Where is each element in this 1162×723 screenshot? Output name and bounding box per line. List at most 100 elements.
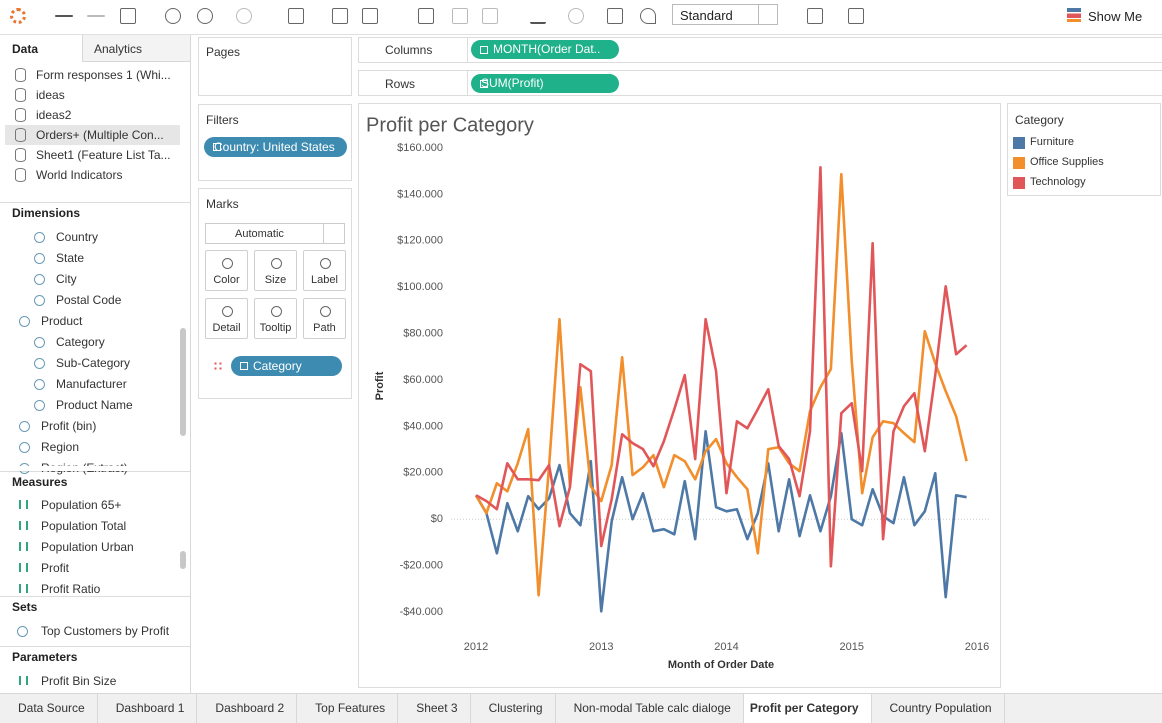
set[interactable]: Top Customers by Profit	[41, 624, 170, 638]
marks-label: Marks	[206, 197, 239, 211]
clear-sheet[interactable]	[362, 8, 378, 24]
fit-value: Standard	[680, 8, 733, 23]
data-source[interactable]: ideas2	[36, 108, 72, 122]
mark-button[interactable]: Path	[303, 298, 346, 339]
measure[interactable]: Profit Ratio	[41, 582, 101, 596]
dimension[interactable]: Profit (bin)	[41, 419, 97, 433]
legend-label[interactable]: Furniture	[1030, 136, 1075, 148]
mark-button-label: Detail	[212, 322, 241, 334]
rows-pill[interactable]: SUM(Profit)	[471, 74, 619, 93]
chart-title: Profit per Category	[366, 114, 534, 136]
sheet-tab[interactable]: Profit per Category	[743, 694, 872, 723]
pages-shelf[interactable]: Pages	[198, 37, 352, 96]
divider	[0, 202, 190, 203]
mark-button[interactable]: Color	[205, 250, 248, 291]
dimension[interactable]: Category	[56, 335, 105, 349]
columns-pill[interactable]: MONTH(Order Dat..	[471, 40, 619, 59]
sort-desc[interactable]	[482, 8, 498, 24]
dimension-icon	[34, 400, 45, 411]
sheet-tab[interactable]: Sheet 3	[398, 694, 471, 723]
save[interactable]	[120, 8, 136, 24]
cards[interactable]	[807, 8, 823, 24]
category-pill[interactable]: Category	[231, 356, 342, 376]
x-axis-title: Month of Order Date	[668, 659, 774, 671]
parameter[interactable]: Profit Bin Size	[41, 674, 117, 688]
presentation[interactable]	[848, 8, 864, 24]
data-tab[interactable]: Data	[0, 35, 82, 63]
scrollbar[interactable]	[180, 551, 186, 569]
scrollbar[interactable]	[180, 328, 186, 436]
marks-card: Marks Automatic Color Size Label Detail Tool…	[198, 188, 352, 399]
group[interactable]	[568, 8, 584, 24]
highlight[interactable]	[530, 8, 546, 24]
dimension[interactable]: Region	[41, 440, 80, 454]
source-icon	[15, 68, 26, 82]
dimension-icon	[19, 421, 30, 432]
new-sheet[interactable]	[288, 8, 304, 24]
dimension[interactable]: Product Name	[56, 398, 133, 412]
measure[interactable]: Population 65+	[41, 498, 122, 512]
dimension[interactable]: Country	[56, 230, 99, 244]
sheet-tab[interactable]: Clustering	[471, 694, 556, 723]
mark-button-label: Path	[313, 322, 336, 334]
dimension[interactable]: Product	[41, 314, 83, 328]
filters-label: Filters	[206, 113, 239, 127]
mark-button[interactable]: Detail	[205, 298, 248, 339]
dimension[interactable]: State	[56, 251, 85, 265]
logo[interactable]	[10, 8, 26, 24]
data-source[interactable]: ideas	[36, 88, 65, 102]
measure-icon	[19, 542, 28, 551]
sheet-tab[interactable]: Top Features	[297, 694, 399, 723]
new-data-source[interactable]	[165, 8, 181, 24]
refresh[interactable]	[236, 8, 252, 24]
mark-button[interactable]: Tooltip	[254, 298, 297, 339]
mark-button[interactable]: Size	[254, 250, 297, 291]
sheet-tab[interactable]: Dashboard 2	[197, 694, 298, 723]
dimension[interactable]: Manufacturer	[56, 377, 127, 391]
y-tick-label: $120.000	[397, 235, 443, 247]
fit-dropdown[interactable]: Standard	[672, 4, 778, 25]
redo[interactable]	[87, 15, 105, 17]
measure[interactable]: Population Urban	[41, 540, 134, 554]
measure-icon	[19, 584, 28, 593]
sheet-tab[interactable]: Dashboard 1	[98, 694, 198, 723]
mark-type-dropdown[interactable]: Automatic	[205, 223, 345, 244]
view: Profit per Category Profit Month of Orde…	[358, 103, 1001, 688]
sheet-tab[interactable]: Data Source	[0, 694, 98, 723]
dimension[interactable]: City	[56, 272, 77, 286]
measure[interactable]: Profit	[41, 561, 70, 575]
measure[interactable]: Population Total	[41, 519, 127, 533]
swap[interactable]	[418, 8, 434, 24]
mark-button-icon	[222, 258, 233, 269]
data-source-options[interactable]	[197, 8, 213, 24]
show-me-icon[interactable]	[1067, 8, 1081, 22]
data-source[interactable]: Orders+ (Multiple Con...	[36, 128, 164, 142]
legend-label[interactable]: Office Supplies	[1030, 156, 1104, 168]
mark-button-label: Label	[311, 274, 338, 286]
pin[interactable]	[640, 8, 656, 24]
duplicate-sheet[interactable]	[332, 8, 348, 24]
filters-shelf[interactable]: Filters Country: United States	[198, 104, 352, 181]
analytics-tab[interactable]: Analytics	[82, 35, 190, 62]
data-source[interactable]: Sheet1 (Feature List Ta...	[36, 148, 171, 162]
sort-asc[interactable]	[452, 8, 468, 24]
rows-shelf[interactable]: Rows SUM(Profit)	[358, 70, 1162, 96]
sheet-tab[interactable]: Non-modal Table calc dialoge	[556, 694, 744, 723]
columns-pill-text: MONTH(Order Dat..	[493, 42, 601, 56]
mark-type: Automatic	[235, 228, 284, 240]
sheet-tab[interactable]: Country Population	[872, 694, 1005, 723]
dimension[interactable]: Sub-Category	[56, 356, 131, 370]
data-source[interactable]: World Indicators	[36, 168, 123, 182]
undo[interactable]	[55, 15, 73, 17]
data-source[interactable]: Form responses 1 (Whi...	[36, 68, 171, 82]
dimension[interactable]: Postal Code	[56, 293, 122, 307]
labels[interactable]	[607, 8, 623, 24]
selected-row	[5, 125, 180, 145]
legend-swatch	[1013, 157, 1025, 169]
mark-button[interactable]: Label	[303, 250, 346, 291]
columns-shelf[interactable]: Columns MONTH(Order Dat..	[358, 37, 1162, 63]
legend-label[interactable]: Technology	[1030, 176, 1086, 188]
filter-pill[interactable]: Country: United States	[204, 137, 347, 157]
color-icon	[213, 361, 223, 371]
show-me[interactable]: Show Me	[1088, 9, 1143, 24]
